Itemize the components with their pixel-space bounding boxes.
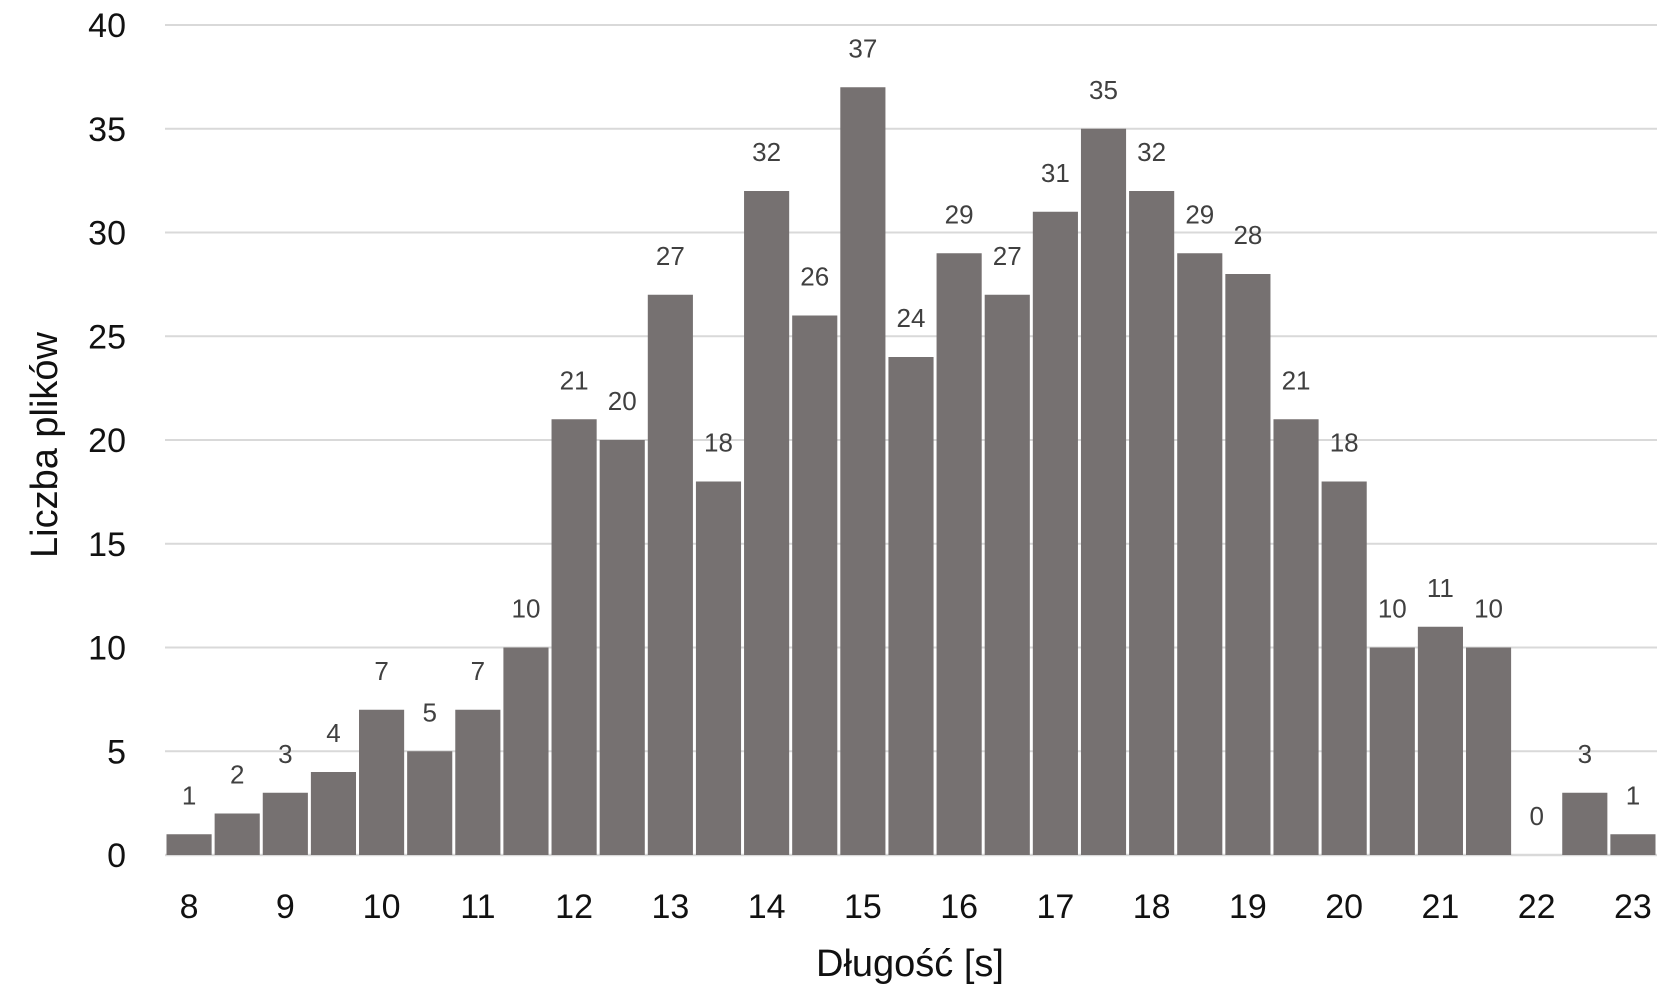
y-tick-label: 30 xyxy=(88,215,126,253)
bar-data-label: 35 xyxy=(1089,75,1118,105)
x-axis-ticks: 8 9 10 11 12 13 14 15 16 17 18 19 20 21 22 23 xyxy=(180,888,1652,926)
bar-data-label: 21 xyxy=(560,365,589,395)
bar-data-label: 10 xyxy=(512,594,541,624)
bar-data-label: 27 xyxy=(656,241,685,271)
y-axis-title: Liczba plików xyxy=(24,331,66,558)
histogram-bar xyxy=(1610,834,1656,855)
histogram-bar xyxy=(840,87,886,855)
y-tick-label: 0 xyxy=(107,837,126,875)
x-tick-label: 16 xyxy=(940,888,978,926)
histogram-bar xyxy=(455,709,501,855)
bar-data-label: 4 xyxy=(326,718,340,748)
x-tick-label: 13 xyxy=(651,888,689,926)
histogram-bar xyxy=(1273,419,1319,855)
histogram-bar xyxy=(599,440,645,855)
histogram-bar xyxy=(166,834,212,855)
bar-data-label: 7 xyxy=(374,656,388,686)
histogram-bar xyxy=(1225,274,1271,855)
histogram-bar xyxy=(359,709,405,855)
bar-data-label: 1 xyxy=(182,780,196,810)
x-tick-label: 8 xyxy=(180,888,199,926)
x-tick-label: 14 xyxy=(748,888,786,926)
y-tick-label: 5 xyxy=(107,733,126,771)
histogram-bar xyxy=(262,792,308,855)
bar-data-label: 0 xyxy=(1529,801,1543,831)
histogram-bar xyxy=(551,419,597,855)
bar-data-label: 10 xyxy=(1378,594,1407,624)
bar-data-label: 37 xyxy=(848,33,877,63)
x-tick-label: 15 xyxy=(844,888,882,926)
bar-data-label: 7 xyxy=(471,656,485,686)
x-tick-label: 17 xyxy=(1036,888,1074,926)
bar-data-label: 28 xyxy=(1233,220,1262,250)
y-tick-label: 10 xyxy=(88,630,126,668)
histogram-bar xyxy=(1129,191,1175,855)
bar-data-label: 2 xyxy=(230,760,244,790)
y-tick-label: 20 xyxy=(88,422,126,460)
data-labels: 1234757102120271832263724292731353229282… xyxy=(182,33,1640,831)
histogram-bar xyxy=(1369,647,1415,855)
x-tick-label: 10 xyxy=(363,888,401,926)
histogram-bar xyxy=(1080,128,1127,855)
histogram-bar xyxy=(1032,211,1078,855)
bar-data-label: 18 xyxy=(1330,428,1359,458)
bar-data-label: 32 xyxy=(1137,137,1166,167)
bar-data-label: 3 xyxy=(278,739,292,769)
x-tick-label: 19 xyxy=(1229,888,1267,926)
histogram-bar xyxy=(792,315,838,855)
y-axis-ticks: 0 5 10 15 20 25 30 35 40 xyxy=(88,7,126,875)
bar-data-label: 29 xyxy=(1185,199,1214,229)
x-tick-label: 9 xyxy=(276,888,295,926)
bar-data-label: 11 xyxy=(1427,573,1454,603)
histogram-bar xyxy=(214,813,260,855)
x-tick-label: 23 xyxy=(1614,888,1652,926)
histogram-bar xyxy=(984,294,1030,855)
bar-data-label: 1 xyxy=(1626,780,1640,810)
histogram-bar xyxy=(503,647,549,855)
bar-data-label: 20 xyxy=(608,386,637,416)
bar-data-label: 18 xyxy=(704,428,733,458)
y-tick-label: 25 xyxy=(88,318,126,356)
bar-data-label: 32 xyxy=(752,137,781,167)
histogram-bar xyxy=(888,357,934,855)
histogram-bar xyxy=(407,751,453,855)
bar-data-label: 31 xyxy=(1041,158,1070,188)
x-tick-label: 18 xyxy=(1133,888,1171,926)
bar-data-label: 24 xyxy=(897,303,926,333)
histogram-bar xyxy=(310,772,357,855)
histogram-bar xyxy=(1321,481,1367,855)
bar-data-label: 29 xyxy=(945,199,974,229)
x-tick-label: 11 xyxy=(460,888,495,926)
bar-data-label: 10 xyxy=(1474,594,1503,624)
bar-data-label: 27 xyxy=(993,241,1022,271)
bar-data-label: 3 xyxy=(1578,739,1592,769)
y-tick-label: 15 xyxy=(88,526,126,564)
histogram-bar xyxy=(936,253,982,855)
histogram-bar xyxy=(1562,792,1608,855)
histogram-bar xyxy=(1465,647,1512,855)
x-axis-title: Długość [s] xyxy=(816,943,1004,985)
histogram-bar xyxy=(1177,253,1223,855)
y-tick-label: 35 xyxy=(88,111,126,149)
bars xyxy=(166,87,1656,855)
histogram-bar xyxy=(744,191,790,855)
y-tick-label: 40 xyxy=(88,7,126,45)
x-tick-label: 12 xyxy=(555,888,593,926)
x-tick-label: 21 xyxy=(1422,888,1460,926)
histogram-bar xyxy=(695,481,742,855)
bar-data-label: 26 xyxy=(800,262,829,292)
bar-data-label: 21 xyxy=(1282,365,1311,395)
x-tick-label: 22 xyxy=(1518,888,1556,926)
x-tick-label: 20 xyxy=(1325,888,1363,926)
histogram-bar xyxy=(1417,626,1463,855)
histogram-bar xyxy=(647,294,693,855)
bar-data-label: 5 xyxy=(422,697,436,727)
